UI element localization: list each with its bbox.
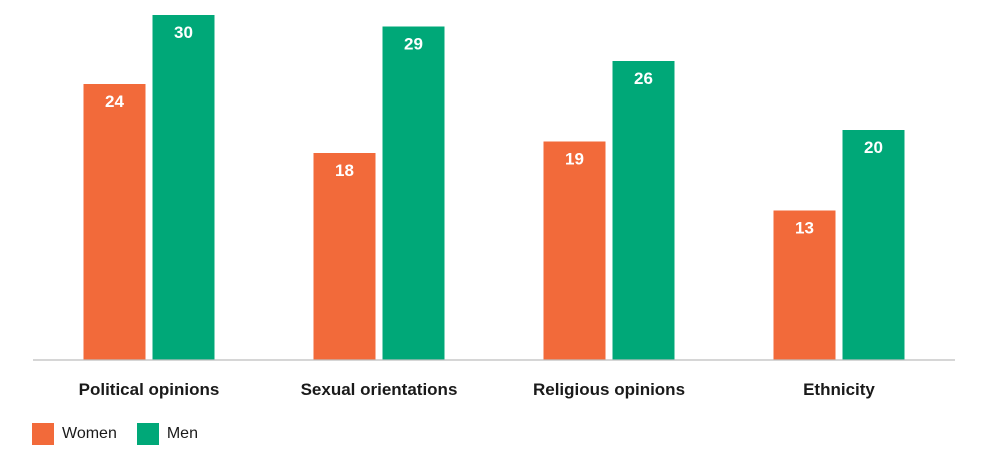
data-label-women-religious-opinions: 19 [565,150,584,169]
data-label-men-religious-opinions: 26 [634,69,653,88]
bar-men-sexual-orientations [382,26,445,360]
bar-women-religious-opinions [543,141,606,360]
category-label-religious-opinions: Religious opinions [533,380,685,399]
bar-women-ethnicity [773,210,836,360]
legend-item-men: Men [136,423,198,445]
bars-group: 24 30 18 29 19 26 13 20 [83,15,905,360]
data-label-men-ethnicity: 20 [864,138,883,157]
legend: Women Men [32,423,218,445]
data-label-women-political-opinions: 24 [105,92,124,111]
category-label-political-opinions: Political opinions [79,380,220,399]
legend-label-men: Men [166,425,198,442]
data-label-women-sexual-orientations: 18 [335,161,354,180]
legend-label-women: Women [62,425,117,442]
data-label-men-political-opinions: 30 [174,23,193,42]
bar-men-religious-opinions [612,61,675,360]
bar-men-political-opinions [152,15,215,360]
category-label-ethnicity: Ethnicity [803,380,875,399]
bar-men-ethnicity [842,130,905,360]
bar-women-sexual-orientations [313,153,376,360]
category-label-sexual-orientations: Sexual orientations [301,380,458,399]
data-label-men-sexual-orientations: 29 [404,35,423,54]
legend-swatch-men [136,423,159,445]
bar-women-political-opinions [83,84,146,360]
legend-item-women: Women [32,423,117,445]
legend-swatch-women [32,423,54,445]
category-labels: Political opinions Sexual orientations Rel… [79,380,876,399]
data-label-women-ethnicity: 13 [795,219,814,238]
